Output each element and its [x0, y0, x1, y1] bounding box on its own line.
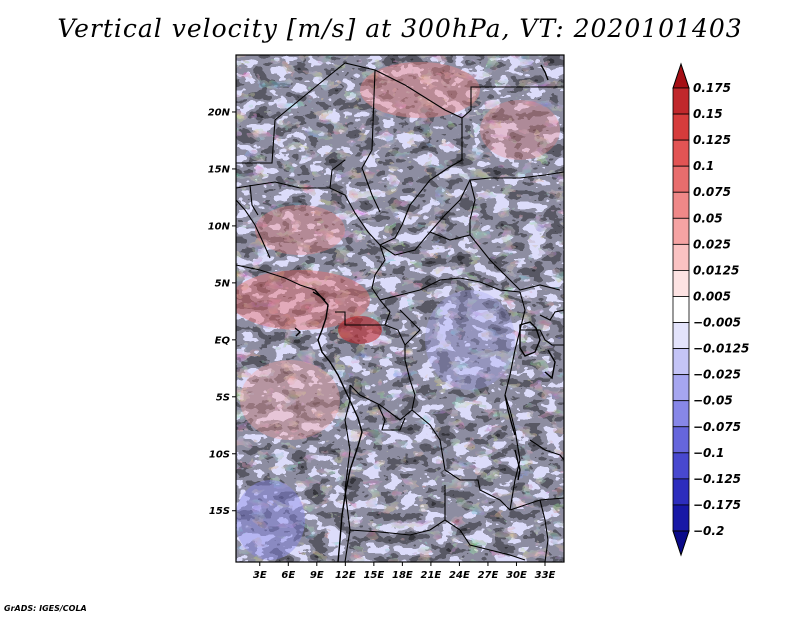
lon-tick-label: 18E [392, 570, 413, 581]
colorbar-swatch [672, 270, 690, 297]
lon-tick-label: 6E [281, 570, 295, 581]
coastlines [294, 64, 556, 562]
colorbar-swatch [672, 374, 690, 402]
lat-tick-label: 20N [208, 107, 231, 118]
colorbar-swatch [672, 348, 690, 376]
lon-tick-label: 12E [335, 570, 356, 581]
velocity-field [236, 55, 564, 562]
lat-tick-label: 15N [208, 164, 231, 175]
chart-title: Vertical velocity [m/s] at 300hPa, VT: 2… [57, 14, 743, 43]
lon-tick-label: 9E [310, 570, 324, 581]
colorbar-swatch [672, 165, 690, 193]
latitude-axis: 20N 15N 10N 5N EQ 5S 10S 15S [208, 107, 236, 517]
lon-tick-label: 15E [363, 570, 384, 581]
colorbar-label: 0.15 [693, 107, 723, 121]
colorbar-bottom-arrow [672, 530, 690, 557]
colorbar-label: −0.175 [693, 498, 741, 512]
colorbar-swatch [672, 400, 690, 428]
lon-tick-label: 24E [449, 570, 470, 581]
colorbar-label: 0.175 [693, 81, 731, 95]
lon-tick-label: 27E [478, 570, 499, 581]
colorbar-label: −0.05 [693, 394, 733, 408]
colorbar-label: 0.075 [693, 185, 731, 199]
colorbar-label: 0.0125 [693, 263, 739, 277]
colorbar-label: 0.025 [693, 237, 731, 251]
lat-tick-label: 5N [215, 278, 231, 289]
colorbar-swatch [672, 322, 690, 349]
colorbar-label: −0.005 [693, 316, 741, 330]
colorbar-label: 0.125 [693, 133, 731, 147]
lat-tick-label: 15S [209, 506, 230, 517]
credit-label: GrADS: IGES/COLA [4, 604, 87, 613]
colorbar-swatch [672, 217, 690, 245]
colorbar: 0.175 0.15 0.125 0.1 0.075 0.05 0.025 0.0125 0.0… [672, 62, 749, 557]
colorbar-label: −0.2 [693, 524, 724, 538]
colorbar-swatch [672, 426, 690, 454]
lon-tick-label: 3E [253, 570, 267, 581]
colorbar-label: 0.005 [693, 289, 731, 303]
colorbar-swatch [672, 191, 690, 219]
colorbar-swatch [672, 87, 690, 115]
map-frame [235, 54, 565, 563]
lon-tick-label: 30E [506, 570, 527, 581]
colorbar-swatch [672, 113, 690, 141]
lat-tick-label: 10S [209, 449, 230, 460]
colorbar-label: −0.125 [693, 472, 741, 486]
country-borders [236, 62, 564, 562]
colorbar-label: 0.05 [693, 211, 723, 225]
lon-tick-label: 33E [535, 570, 556, 581]
lat-tick-label: 10N [208, 221, 231, 232]
colorbar-label: 0.1 [693, 159, 714, 173]
colorbar-top-arrow [672, 62, 690, 89]
longitude-axis: 3E 6E 9E 12E 15E 18E 21E 24E 27E 30E 33E [253, 562, 556, 581]
colorbar-label: −0.1 [693, 446, 724, 460]
colorbar-label: −0.075 [693, 420, 741, 434]
lat-tick-label: 5S [216, 392, 230, 403]
lat-tick-label: EQ [215, 335, 231, 346]
colorbar-swatch [672, 243, 690, 271]
colorbar-swatch [672, 139, 690, 167]
colorbar-swatch [672, 452, 690, 480]
colorbar-swatch [672, 296, 690, 323]
colorbar-label: −0.025 [693, 368, 741, 382]
colorbar-label: −0.0125 [693, 342, 749, 356]
lon-tick-label: 21E [421, 570, 442, 581]
colorbar-swatch [672, 504, 690, 532]
colorbar-swatch [672, 478, 690, 506]
